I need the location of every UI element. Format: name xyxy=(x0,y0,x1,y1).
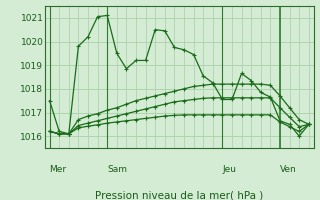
Text: Sam: Sam xyxy=(107,165,127,174)
Text: Jeu: Jeu xyxy=(222,165,236,174)
Text: Pression niveau de la mer( hPa ): Pression niveau de la mer( hPa ) xyxy=(95,191,263,200)
Text: Ven: Ven xyxy=(280,165,297,174)
Text: Mer: Mer xyxy=(50,165,67,174)
